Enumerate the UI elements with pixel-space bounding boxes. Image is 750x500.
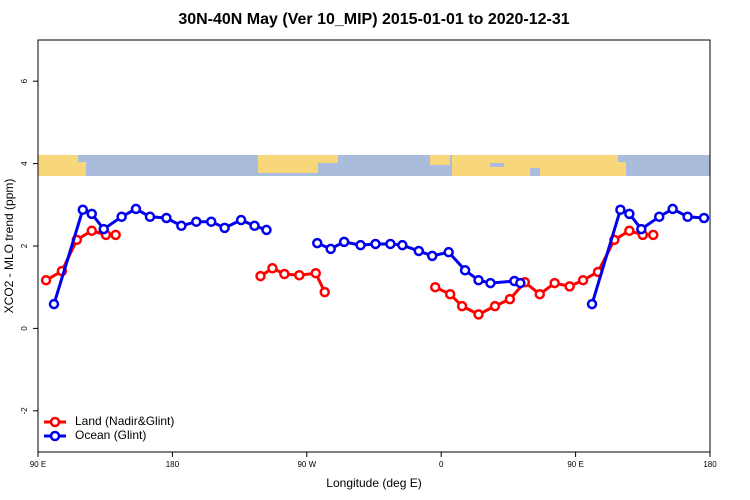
x-tick-label: 0	[439, 460, 444, 469]
data-point	[255, 270, 266, 282]
data-point	[325, 243, 336, 255]
chart-title: 30N-40N May (Ver 10_MIP) 2015-01-01 to 2…	[178, 11, 569, 28]
data-point	[489, 300, 501, 312]
data-point	[312, 237, 323, 249]
data-point	[426, 250, 438, 262]
data-point	[319, 286, 330, 298]
x-tick-label: 90 W	[297, 460, 316, 469]
data-point	[116, 211, 127, 222]
data-point	[191, 216, 202, 227]
data-point	[219, 222, 230, 234]
data-point	[615, 204, 626, 215]
y-tick-label: 2	[20, 243, 29, 248]
data-point	[86, 208, 98, 220]
data-point	[40, 274, 52, 286]
x-tick-label: 90 E	[30, 460, 46, 469]
series-line	[52, 207, 705, 305]
data-point	[444, 288, 456, 300]
data-point	[667, 203, 678, 215]
data-point	[397, 239, 408, 251]
legend-marker	[49, 416, 61, 428]
data-point	[161, 212, 172, 224]
data-point	[413, 245, 425, 257]
data-point	[355, 239, 366, 251]
y-axis-label: XCO2 - MLO trend (ppm)	[2, 179, 16, 314]
data-point	[534, 288, 546, 300]
data-point	[429, 281, 441, 293]
data-point	[205, 216, 217, 227]
data-point	[261, 224, 272, 236]
data-point	[86, 225, 98, 237]
data-point	[370, 238, 381, 250]
y-tick-label: -2	[20, 407, 29, 415]
data-point	[77, 204, 89, 215]
data-point	[176, 220, 187, 232]
data-point	[564, 281, 575, 292]
data-point	[648, 229, 659, 241]
data-point	[310, 267, 322, 279]
data-point	[504, 293, 516, 305]
data-point	[698, 212, 710, 224]
data-point	[98, 223, 109, 235]
data-point	[473, 309, 484, 320]
data-point	[249, 220, 260, 232]
x-axis-label: Longitude (deg E)	[326, 476, 421, 490]
data-point	[485, 277, 496, 289]
data-point	[279, 268, 290, 280]
x-tick-label: 180	[703, 460, 717, 469]
data-point	[456, 300, 468, 312]
y-tick-label: 4	[20, 161, 29, 166]
legend-label: Land (Nadir&Glint)	[75, 414, 174, 428]
data-point	[235, 214, 247, 226]
y-tick-label: 0	[20, 326, 29, 331]
data-point	[267, 262, 278, 274]
data-point	[624, 225, 635, 237]
data-point	[443, 246, 454, 258]
data-point	[459, 265, 471, 276]
data-point	[48, 298, 60, 310]
data-point	[653, 211, 665, 222]
data-point	[624, 208, 635, 220]
data-point	[338, 236, 350, 248]
data-point	[636, 223, 647, 235]
data-point	[144, 211, 156, 222]
data-point	[473, 274, 484, 286]
data-point	[682, 211, 693, 222]
data-point	[385, 238, 396, 250]
data-point	[130, 203, 142, 215]
legend-marker	[49, 430, 61, 442]
data-point	[577, 274, 589, 286]
x-tick-label: 90 E	[567, 460, 583, 469]
y-tick-label: 6	[20, 78, 29, 83]
x-tick-label: 180	[166, 460, 180, 469]
data-point	[294, 270, 305, 281]
data-point	[515, 277, 526, 289]
data-point	[549, 277, 560, 289]
map-strip	[38, 155, 710, 176]
data-point	[110, 229, 121, 241]
legend-label: Ocean (Glint)	[75, 428, 146, 442]
data-point	[586, 298, 598, 310]
